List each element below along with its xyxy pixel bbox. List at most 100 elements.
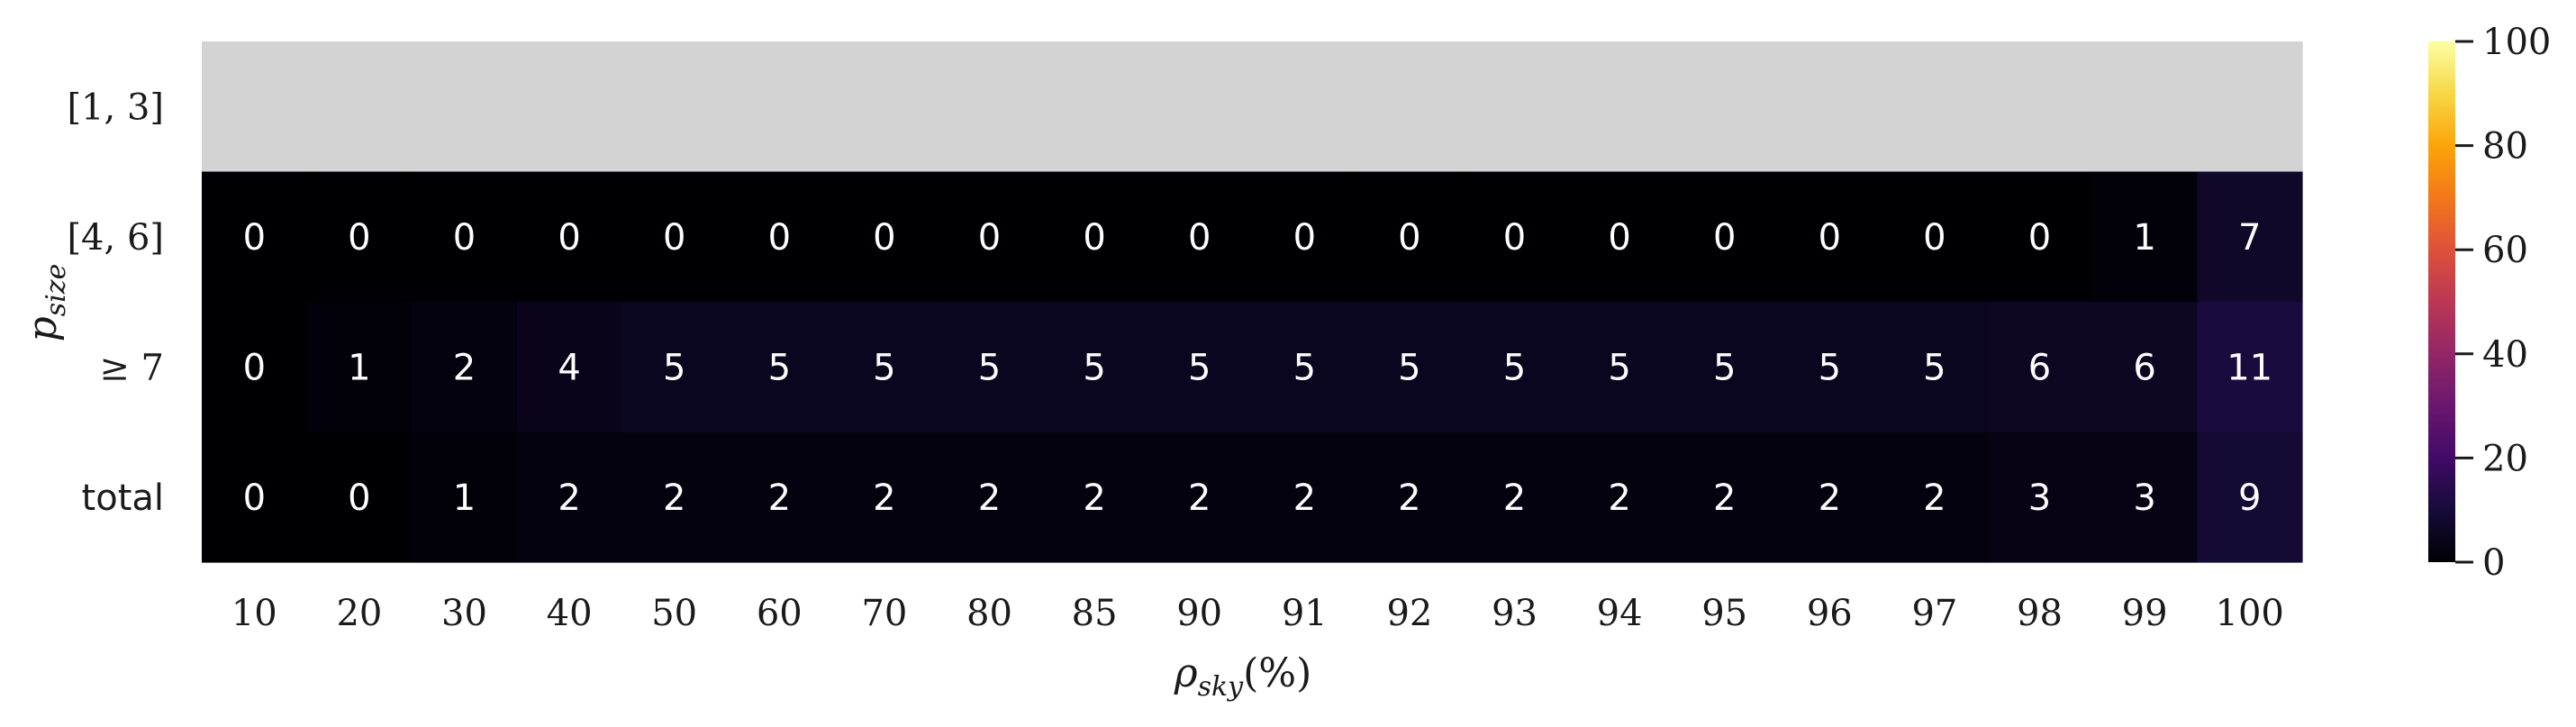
heatmap-cell	[1882, 432, 1988, 563]
heatmap-cell	[1566, 302, 1673, 433]
x-tick-label: 100	[2216, 593, 2284, 634]
heatmap-cell	[2197, 171, 2303, 303]
heatmap-cell	[1672, 171, 1778, 303]
heatmap-cell	[621, 432, 728, 563]
cell-value-label: 1	[2133, 217, 2155, 259]
cell-value-label: 6	[2133, 347, 2155, 388]
colorbar-ticks: 0 20 40 60 80 100	[2455, 22, 2551, 584]
cell-value-label: 0	[1503, 217, 1526, 259]
cell-value-label: 5	[1398, 347, 1420, 388]
heatmap-cell	[412, 432, 518, 563]
heatmap-cell	[727, 41, 833, 173]
y-tick-label: [4, 6]	[67, 217, 164, 259]
cell-value-label: 5	[663, 347, 685, 388]
heatmap-cell	[937, 171, 1043, 303]
heatmap-cell	[2197, 41, 2303, 173]
heatmap-cell	[412, 41, 518, 173]
heatmap-cell	[412, 171, 518, 303]
heatmap-cell	[621, 302, 728, 433]
x-tick-label: 10	[231, 593, 277, 634]
heatmap-cell	[412, 302, 518, 433]
cell-value-label: 2	[1819, 477, 1841, 519]
heatmap-cell	[1672, 432, 1778, 563]
colorbar-tick-label: 20	[2482, 438, 2528, 479]
heatmap-cell	[1147, 171, 1253, 303]
cell-value-label: 1	[453, 477, 476, 519]
x-tick-label: 93	[1492, 593, 1537, 634]
heatmap-cell	[1566, 41, 1673, 173]
cell-value-label: 5	[1608, 347, 1630, 388]
x-tick-label: 97	[1911, 593, 1957, 634]
heatmap-cell	[1356, 171, 1463, 303]
cell-value-label: 0	[1188, 217, 1211, 259]
x-tick-label: 99	[2122, 593, 2168, 634]
heatmap-cell	[1987, 41, 2093, 173]
heatmap-cell	[1356, 302, 1463, 433]
cell-value-label: 5	[1923, 347, 1946, 388]
heatmap-cell	[1462, 302, 1568, 433]
x-tick-label: 70	[861, 593, 907, 634]
cell-value-label: 2	[558, 477, 580, 519]
heatmap-cell	[1777, 432, 1883, 563]
colorbar-tick-label: 40	[2482, 334, 2528, 376]
heatmap-cell	[621, 41, 728, 173]
heatmap-cell	[516, 302, 622, 433]
heatmap-cell	[1356, 432, 1463, 563]
heatmap-cell	[1147, 41, 1253, 173]
colorbar	[2428, 41, 2455, 562]
cell-value-label: 2	[1923, 477, 1946, 519]
x-tick-label: 40	[547, 593, 593, 634]
cell-value-label: 3	[2028, 477, 2051, 519]
heatmap-cell	[202, 41, 308, 173]
heatmap-cell	[937, 302, 1043, 433]
cell-value-label: 0	[243, 217, 266, 259]
x-tick-label: 30	[441, 593, 487, 634]
heatmap-cell	[1462, 41, 1568, 173]
colorbar-tick-label: 100	[2482, 22, 2551, 63]
heatmap-cell	[1041, 171, 1147, 303]
heatmap-cell	[1252, 302, 1358, 433]
heatmap-cell	[1147, 432, 1253, 563]
cell-value-label: 11	[2227, 347, 2272, 388]
colorbar-tick-label: 0	[2482, 542, 2505, 584]
heatmap-cell	[2197, 432, 2303, 563]
x-tick-label: 94	[1597, 593, 1643, 634]
cell-value-label: 0	[453, 217, 476, 259]
cell-value-label: 0	[768, 217, 791, 259]
cell-value-label: 2	[978, 477, 1001, 519]
cell-value-label: 5	[1188, 347, 1211, 388]
cell-value-label: 9	[2238, 477, 2261, 519]
heatmap-cell	[1987, 171, 2093, 303]
heatmap-cell	[1882, 41, 1988, 173]
heatmap-cell	[831, 432, 938, 563]
colorbar-tick-label: 80	[2482, 126, 2528, 168]
heatmap-cell	[516, 432, 622, 563]
heatmap-cell	[621, 171, 728, 303]
x-axis-label: ρsky(%)	[1174, 650, 1312, 703]
heatmap-cell	[202, 302, 308, 433]
heatmap-cell	[1147, 302, 1253, 433]
heatmap-cell	[516, 41, 622, 173]
x-tick-label: 96	[1807, 593, 1853, 634]
cell-value-label: 1	[348, 347, 370, 388]
cell-value-label: 5	[1819, 347, 1841, 388]
cell-value-label: 2	[873, 477, 895, 519]
cell-value-label: 2	[1503, 477, 1526, 519]
heatmap-cell	[2091, 171, 2198, 303]
heatmap-cell	[831, 41, 938, 173]
x-tick-labels: 10 20 30 40 50 60 70 80 85 90 91 92 93 94 95 96 97 98 99 10…	[231, 593, 2284, 634]
heatmap-cell	[1041, 302, 1147, 433]
cell-value-label: 0	[243, 477, 266, 519]
heatmap-cell	[306, 41, 413, 173]
heatmap-cell	[2091, 41, 2198, 173]
heatmap-cell	[1462, 432, 1568, 563]
heatmap-cell	[1566, 432, 1673, 563]
heatmap-cell	[1882, 171, 1988, 303]
cell-value-label: 2	[1713, 477, 1736, 519]
x-tick-label: 60	[757, 593, 803, 634]
heatmap-cell	[2091, 432, 2198, 563]
heatmap-cell	[2091, 302, 2198, 433]
heatmap-cell	[1566, 171, 1673, 303]
